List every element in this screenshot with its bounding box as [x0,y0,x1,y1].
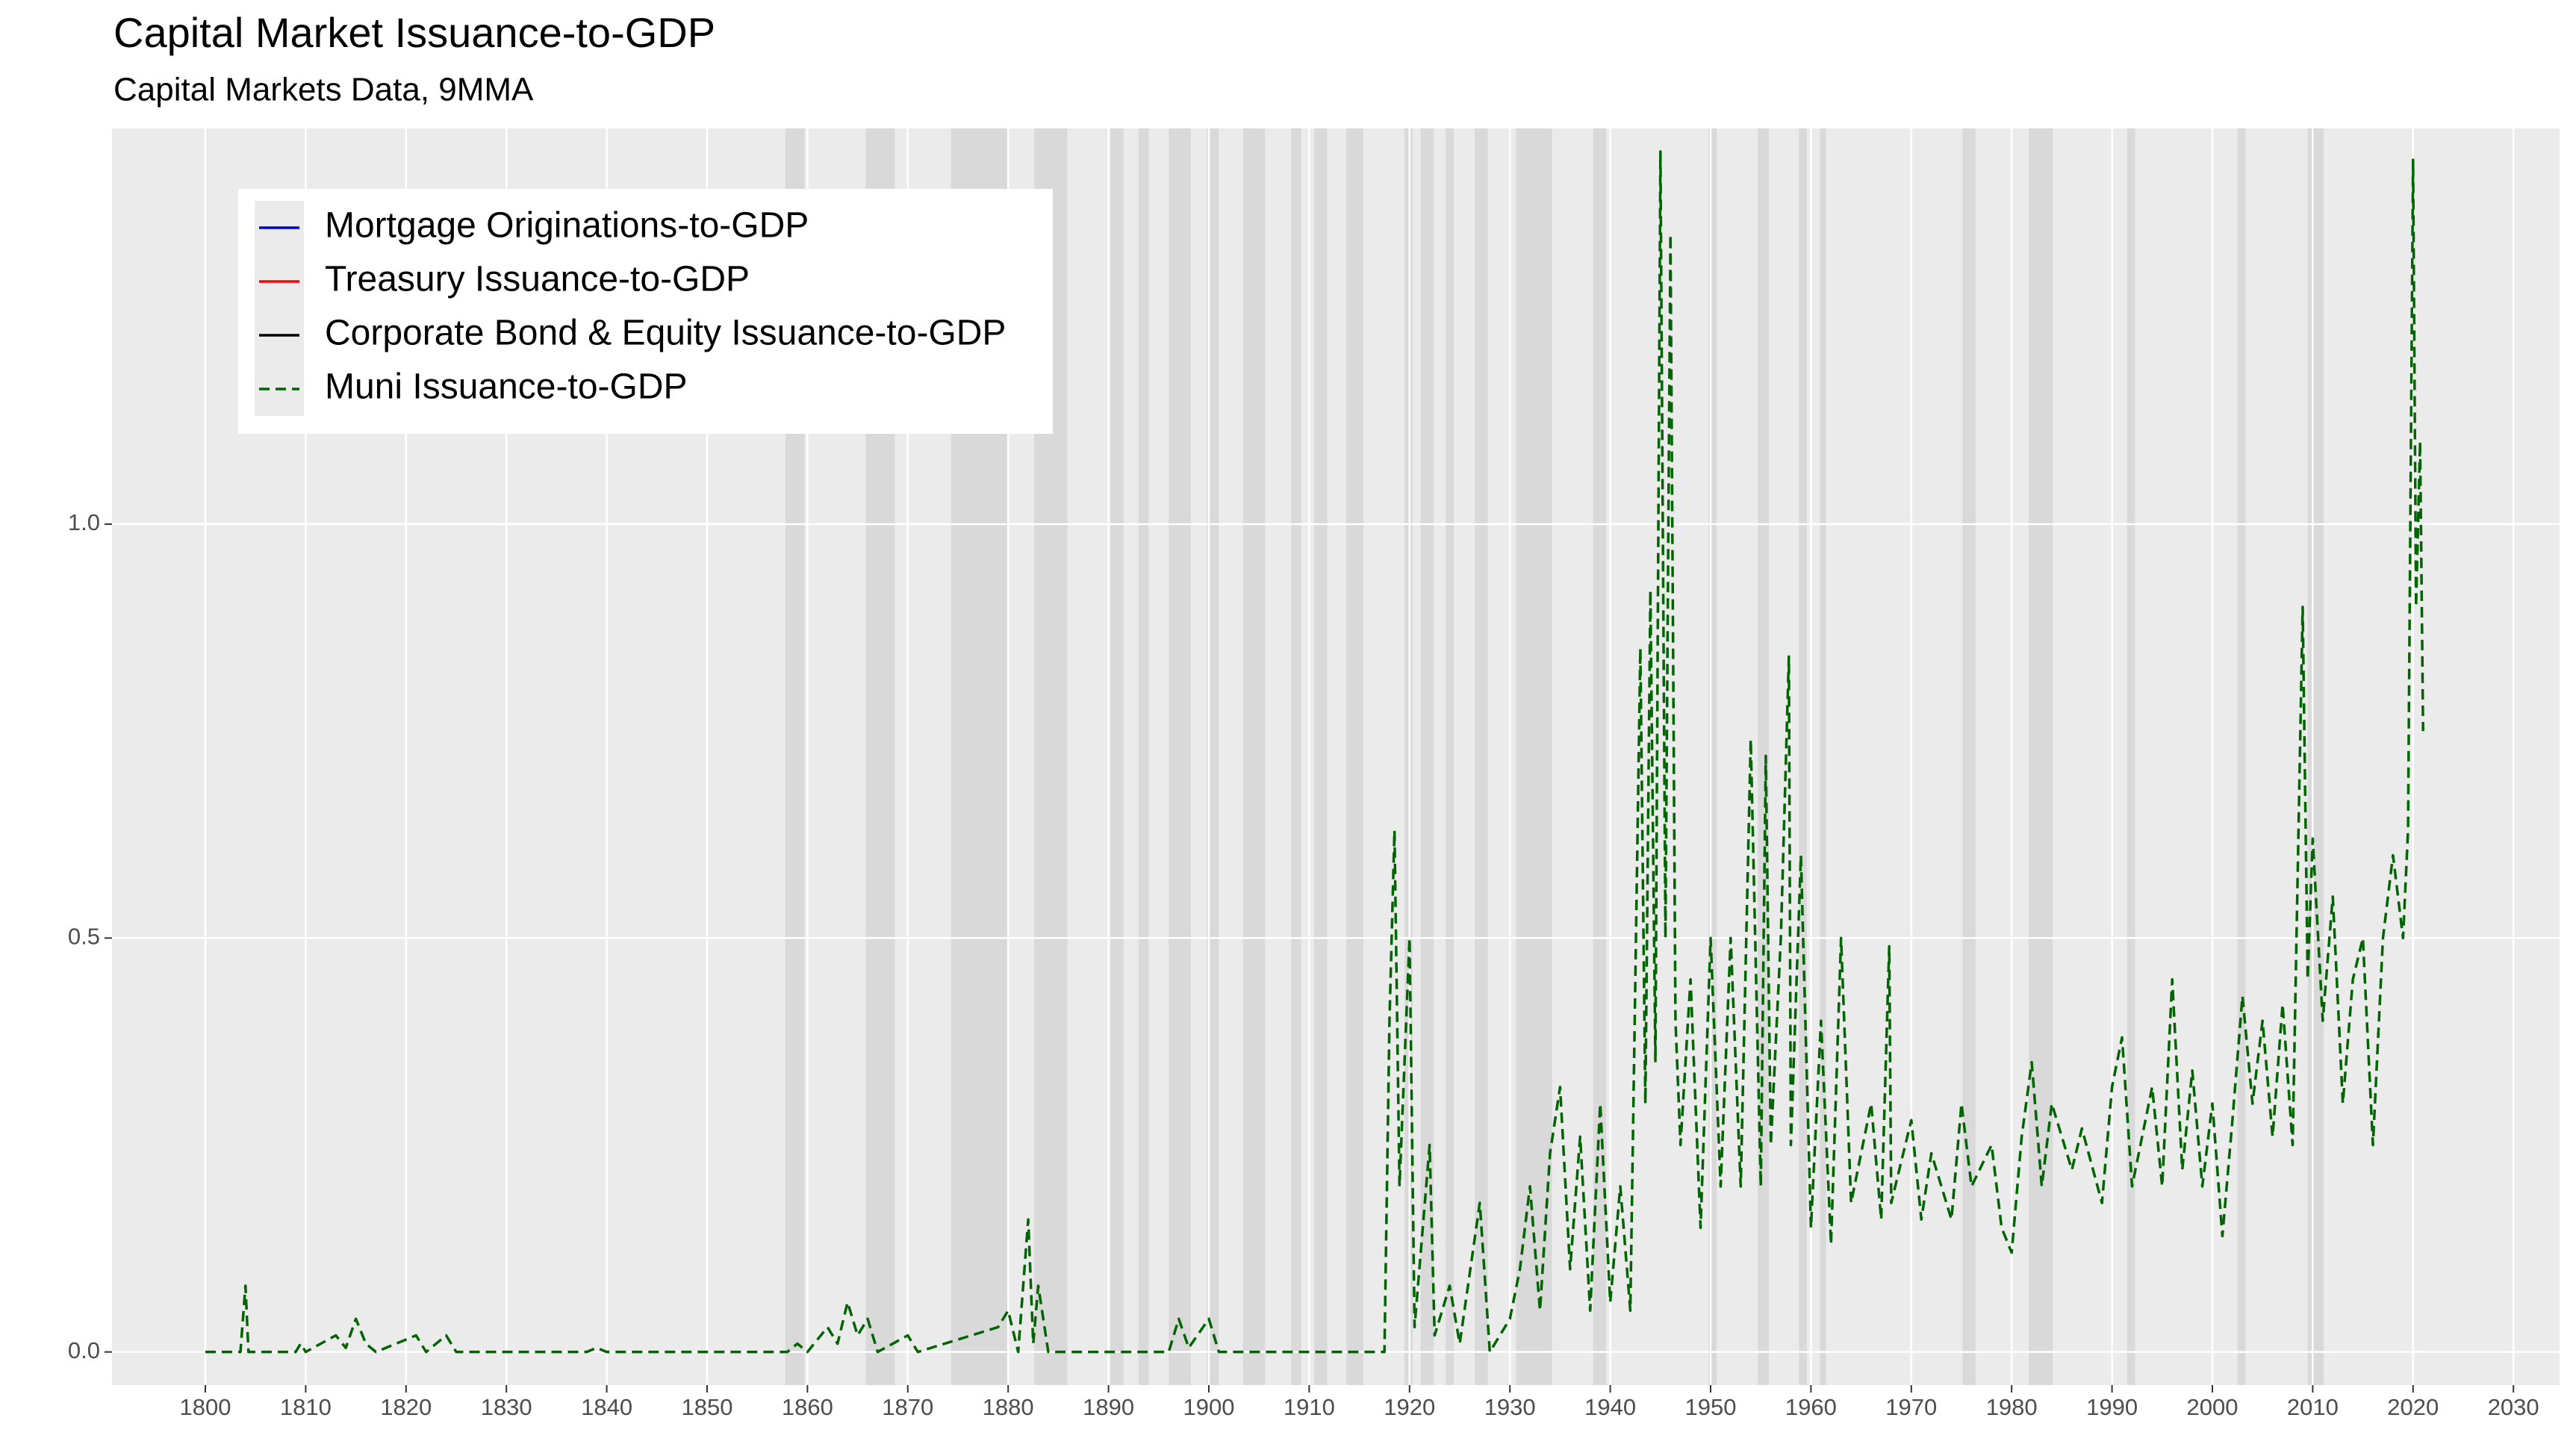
x-tick-label: 1880 [983,1394,1034,1420]
y-tick-label: 1.0 [68,509,100,535]
y-tick-label: 0.0 [68,1337,100,1363]
legend: Mortgage Originations-to-GDP Treasury Iss… [238,189,1053,434]
shaded-period [1758,128,1769,1385]
axes-layer: 0.0 0.5 1.0 1800 1810 1820 1830 1840 1850 1860 187… [68,509,2539,1420]
x-tick-label: 1820 [380,1394,432,1420]
shaded-period [2127,128,2135,1385]
x-tick-label: 1950 [1684,1394,1736,1420]
shaded-period [1593,128,1607,1385]
x-tick-label: 1920 [1384,1394,1435,1420]
shaded-period [1820,128,1826,1385]
shaded-period [1346,128,1363,1385]
shaded-period [1404,128,1413,1385]
legend-label: Treasury Issuance-to-GDP [325,260,750,299]
lines-layer [205,150,2424,1354]
shaded-period [1475,128,1488,1385]
legend-label: Mortgage Originations-to-GDP [325,206,809,246]
legend-label: Muni Issuance-to-GDP [325,367,688,407]
shaded-period [1708,128,1717,1385]
chart-subtitle: Capital Markets Data, 9MMA [113,72,534,108]
x-tick-label: 1940 [1584,1394,1636,1420]
shaded-period [1242,128,1266,1385]
x-tick-label: 1860 [782,1394,833,1420]
x-tick-label: 2010 [2287,1394,2339,1420]
x-tick-label: 1840 [581,1394,632,1420]
shaded-period [1291,128,1301,1385]
x-tick-label: 1960 [1785,1394,1837,1420]
shaded-period [2307,128,2324,1385]
x-tick-label: 2030 [2488,1394,2539,1420]
shaded-period [1446,128,1454,1385]
y-tick-label: 0.5 [68,923,100,949]
shaded-period [1962,128,1976,1385]
shaded-period [1314,128,1328,1385]
shaded-period [1516,128,1552,1385]
shaded-period [1110,128,1124,1385]
x-tick-label: 1930 [1484,1394,1536,1420]
shaded-period [1420,128,1434,1385]
series-line [205,150,2424,1354]
x-tick-label: 1900 [1183,1394,1235,1420]
x-tick-label: 1850 [682,1394,733,1420]
shaded-period [1207,128,1219,1385]
x-tick-label: 1810 [280,1394,332,1420]
x-tick-label: 1980 [1986,1394,2038,1420]
shaded-period [1799,128,1808,1385]
x-tick-label: 1870 [882,1394,933,1420]
x-tick-label: 1800 [180,1394,231,1420]
shaded-period [2237,128,2246,1385]
x-tick-label: 2000 [2186,1394,2238,1420]
x-tick-label: 1990 [2086,1394,2138,1420]
shaded-period [1138,128,1149,1385]
x-tick-label: 1970 [1885,1394,1937,1420]
shaded-period [1169,128,1191,1385]
x-tick-label: 1890 [1083,1394,1134,1420]
x-tick-label: 1830 [481,1394,532,1420]
chart-title: Capital Market Issuance-to-GDP [113,9,715,56]
x-tick-label: 1910 [1284,1394,1335,1420]
shaded-period [2029,128,2053,1385]
legend-label: Corporate Bond & Equity Issuance-to-GDP [325,314,1006,353]
x-tick-label: 2020 [2387,1394,2439,1420]
legend-box [238,189,1053,434]
